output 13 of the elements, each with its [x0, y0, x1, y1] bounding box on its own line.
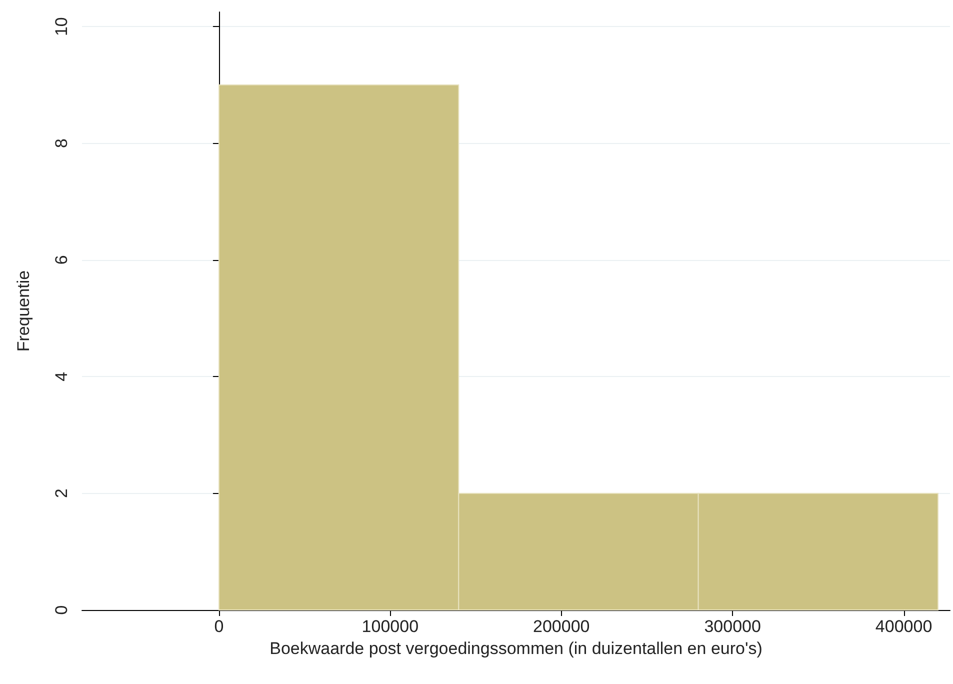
y-tick-label: 6 [52, 255, 71, 265]
x-tick-label: 100000 [362, 617, 419, 636]
x-tick-label: 200000 [533, 617, 590, 636]
x-tick-label: 0 [214, 617, 224, 636]
y-axis-title: Frequentie [14, 270, 33, 352]
x-tick-label: 300000 [704, 617, 761, 636]
y-tick-label: 4 [52, 372, 71, 382]
x-tick-label: 400000 [875, 617, 932, 636]
y-tick-label: 10 [52, 17, 71, 36]
y-tick-label: 8 [52, 138, 71, 148]
x-axis-title: Boekwaarde post vergoedingssommen (in duizentallen en euro's) [270, 639, 762, 658]
y-tick-label: 0 [52, 605, 71, 615]
y-tick-label: 2 [52, 488, 71, 498]
